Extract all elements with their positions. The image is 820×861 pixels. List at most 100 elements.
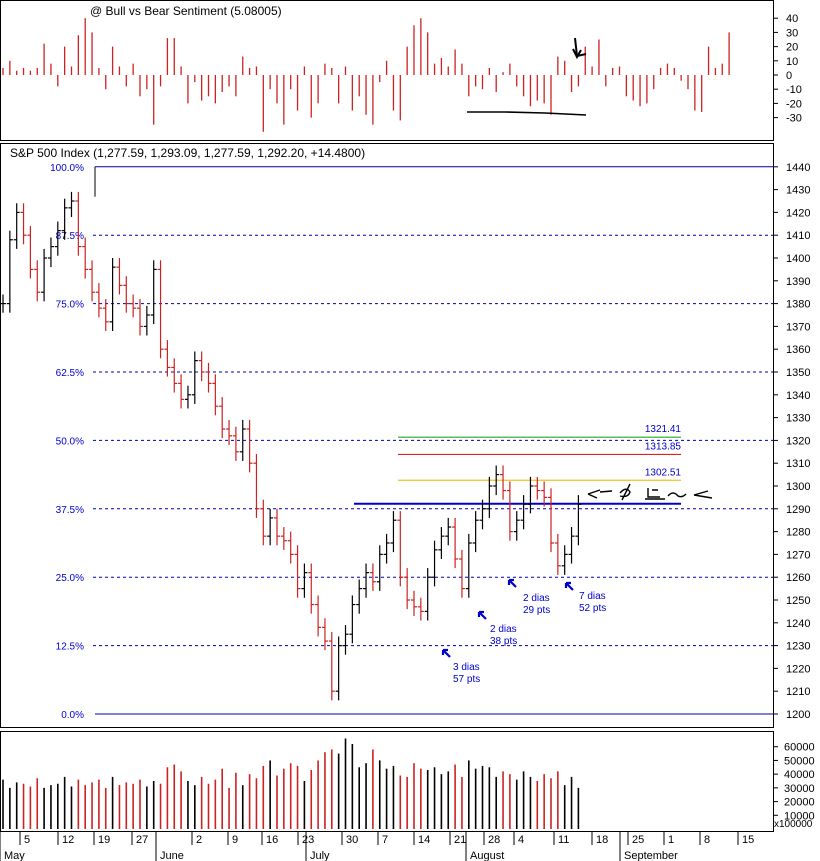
fibonacci-label: 75.0% — [56, 300, 84, 311]
annotation-points: 38 pts — [490, 636, 517, 647]
price-tick-label: 1260 — [786, 572, 810, 584]
price-tick-label: 1300 — [786, 481, 810, 493]
date-label: 11 — [558, 834, 569, 846]
resistance-label: 1302.51 — [645, 467, 682, 478]
fibonacci-label: 12.5% — [56, 642, 84, 653]
date-label: 28 — [488, 834, 500, 846]
annotation-days: 3 dias — [453, 662, 480, 673]
price-tick-label: 1290 — [786, 504, 810, 516]
annotation-points: 52 pts — [579, 603, 606, 614]
date-label: 16 — [266, 834, 278, 846]
annotation-days: 2 dias — [523, 593, 550, 604]
annotation-arrow — [564, 581, 574, 591]
sentiment-tick-label: 20 — [786, 42, 798, 54]
sentiment-tick-label: 10 — [786, 56, 798, 68]
price-title: S&P 500 Index (1,277.59, 1,293.09, 1,277… — [10, 146, 365, 160]
price-tick-label: 1340 — [786, 390, 810, 402]
date-label: 8 — [704, 834, 710, 846]
price-tick-label: 1220 — [786, 663, 810, 675]
price-tick-label: 1360 — [786, 344, 810, 356]
date-label: 14 — [418, 834, 430, 846]
price-tick-label: 1240 — [786, 618, 810, 630]
annotation-arrow — [441, 648, 451, 658]
date-label: 1 — [668, 834, 674, 846]
volume-tick-label: 20000 — [784, 797, 815, 809]
price-tick-label: 1370 — [786, 321, 810, 333]
price-panel-frame — [0, 143, 774, 728]
price-tick-label: 1330 — [786, 413, 810, 425]
month-label: September — [624, 850, 678, 861]
price-tick-label: 1410 — [786, 230, 810, 242]
annotation-arrow — [507, 578, 517, 588]
sentiment-bars — [2, 18, 730, 132]
fibonacci-label: 87.5% — [56, 231, 84, 242]
price-tick-label: 1420 — [786, 207, 810, 219]
date-label: 30 — [346, 834, 358, 846]
sentiment-panel-frame — [0, 0, 774, 141]
price-tick-label: 1440 — [786, 162, 810, 174]
annotation-arrow — [477, 610, 487, 620]
sentiment-tick-label: -20 — [786, 98, 802, 110]
resistance-label: 1313.85 — [645, 441, 682, 452]
annotation-points: 29 pts — [523, 605, 550, 616]
volume-scale-label: x100000 — [774, 819, 813, 830]
sentiment-tick-label: -30 — [786, 113, 802, 125]
date-label: 7 — [382, 834, 388, 846]
hand-drawn-down-arrow — [572, 37, 587, 60]
date-label: 27 — [136, 834, 148, 846]
price-tick-label: 1390 — [786, 276, 810, 288]
hand-drawn-support-line — [467, 111, 587, 116]
date-label: 21 — [454, 834, 466, 846]
date-label: 5 — [24, 834, 30, 846]
fibonacci-levels: 100.0% 87.5% 75.0% 62.5% 50.0% 37.5% 25.0% 12.5… — [50, 163, 774, 721]
fibonacci-label: 50.0% — [56, 436, 84, 447]
resistance-label: 1321.41 — [645, 424, 682, 435]
sentiment-y-axis: 40 30 20 10 0 -10 -20 -30 — [774, 13, 802, 125]
sentiment-tick-label: 30 — [786, 27, 798, 39]
price-tick-label: 1380 — [786, 299, 810, 311]
price-tick-label: 1270 — [786, 549, 810, 561]
volume-tick-label: 30000 — [784, 783, 815, 795]
fibonacci-label: 62.5% — [56, 368, 84, 379]
date-label: 2 — [196, 834, 202, 846]
volume-tick-label: 10000 — [784, 810, 815, 822]
date-label: 23 — [302, 834, 314, 846]
volume-tick-label: 60000 — [784, 742, 815, 754]
resistance-lines: 1321.41 1313.85 1302.51 — [354, 424, 682, 505]
price-tick-label: 1350 — [786, 367, 810, 379]
price-tick-label: 1200 — [786, 709, 810, 721]
price-y-axis: 1440 1430 1420 1410 1400 1390 1380 1370 1360 1350… — [774, 162, 810, 721]
date-label: 19 — [98, 834, 110, 846]
price-tick-label: 1430 — [786, 185, 810, 197]
price-tick-label: 1250 — [786, 595, 810, 607]
price-tick-label: 1320 — [786, 435, 810, 447]
volume-tick-label: 40000 — [784, 769, 815, 781]
date-label: 25 — [632, 834, 644, 846]
month-label: May — [4, 850, 25, 861]
fibonacci-label: 0.0% — [61, 710, 84, 721]
fibonacci-label: 25.0% — [56, 573, 84, 584]
sentiment-tick-label: 40 — [786, 13, 798, 25]
annotation-days: 7 dias — [579, 591, 606, 602]
date-label: 15 — [742, 834, 754, 846]
annotation-points: 57 pts — [453, 674, 480, 685]
sentiment-tick-label: -10 — [786, 84, 802, 96]
price-tick-label: 1400 — [786, 253, 810, 265]
month-label: August — [470, 850, 504, 861]
annotation-days: 2 dias — [490, 624, 517, 635]
fibonacci-label: 37.5% — [56, 505, 84, 516]
price-bars — [0, 191, 582, 701]
price-tick-label: 1230 — [786, 641, 810, 653]
month-label: July — [310, 850, 330, 861]
sentiment-tick-label: 0 — [786, 70, 792, 82]
date-label: 18 — [596, 834, 608, 846]
date-label: 9 — [232, 834, 238, 846]
date-label: 4 — [518, 834, 524, 846]
price-tick-label: 1280 — [786, 527, 810, 539]
price-tick-label: 1210 — [786, 686, 810, 698]
hand-drawn-scribble — [587, 483, 713, 501]
